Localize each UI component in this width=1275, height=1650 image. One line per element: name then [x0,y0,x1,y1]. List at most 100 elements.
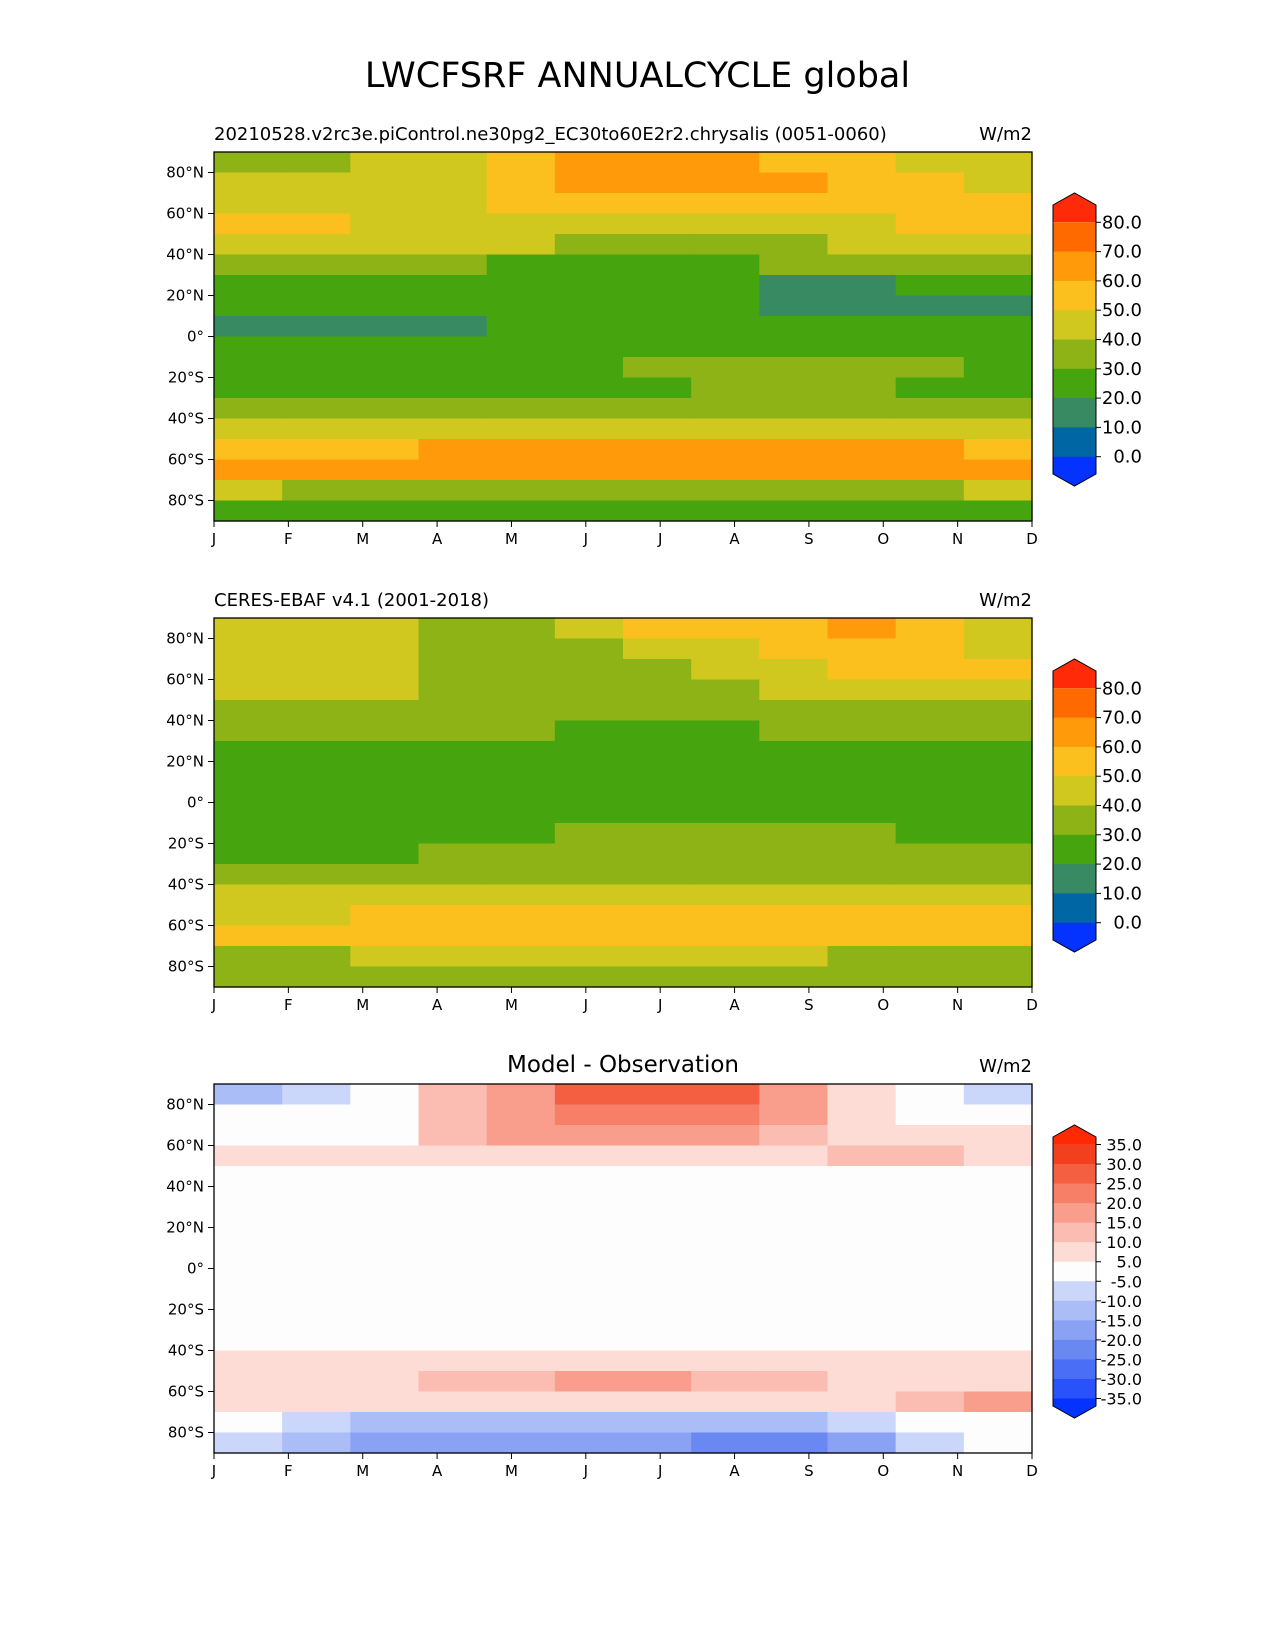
data-cell [350,966,420,988]
data-cell [895,925,965,947]
y-tick-label: 60°S [168,451,204,469]
data-cell [554,1166,624,1188]
data-cell [963,439,1033,461]
colorbar-segment [1053,1378,1096,1399]
data-cell [827,638,897,660]
data-cell [214,1330,283,1352]
colorbar-segment [1053,776,1096,806]
data-cell [895,500,965,522]
data-cell [691,905,760,927]
data-cell [827,172,897,194]
data-cell [623,1289,692,1311]
data-cell [282,377,351,399]
data-cell [282,823,351,845]
x-tick-label: N [952,530,963,548]
data-cell [759,193,829,215]
figure-title: LWCFSRF ANNUALCYCLE global [364,56,911,96]
data-cell [827,1145,897,1167]
data-cell [691,418,760,440]
data-cell [282,843,351,865]
panel-title: 20210528.v2rc3e.piControl.ne30pg2_EC30to… [214,124,887,145]
data-cell [418,638,488,660]
data-cell [486,1432,556,1454]
data-cell [691,618,760,640]
y-tick-label: 40°N [166,246,204,264]
data-cell [282,1084,351,1106]
data-cell [759,618,829,640]
data-cell [827,823,897,845]
data-cell [554,802,624,824]
data-cell [963,418,1033,440]
colorbar-outline [1052,192,1097,487]
data-cell [282,213,351,235]
data-cell [691,925,760,947]
data-cell [554,172,624,194]
data-cell [963,1125,1033,1147]
x-tick-label: A [729,530,740,548]
data-cell [895,193,965,215]
data-cell [350,1412,420,1434]
data-cell [895,1207,965,1229]
data-cell [418,884,488,906]
data-cell [350,1186,420,1208]
data-cell [486,1227,556,1249]
y-tick-label: 40°S [168,1342,204,1360]
colorbar-segment [1053,456,1096,486]
x-tick-label: S [804,996,814,1014]
x-tick-label: F [284,530,293,548]
data-cell [350,1104,420,1126]
colorbar-segment [1053,659,1096,689]
colorbar-tick-label: 20.0 [1106,1194,1142,1213]
x-tick-label: J [657,530,662,548]
data-cell [623,884,692,906]
data-cell [554,966,624,988]
data-cell [827,1391,897,1413]
data-cell [214,1104,283,1126]
data-cell [282,152,351,174]
data-cell [486,418,556,440]
data-cell [827,679,897,701]
data-cell [350,1125,420,1147]
data-cell [895,295,965,317]
data-cell [214,823,283,845]
data-cell [214,357,283,379]
data-cell [691,1125,760,1147]
data-cell [418,336,488,358]
colorbar-segment [1053,1300,1096,1321]
y-tick-label: 40°N [166,712,204,730]
data-cell [554,679,624,701]
data-cell [350,741,420,763]
data-cell [895,864,965,886]
data-cell [623,720,692,742]
data-cell [623,377,692,399]
data-cell [895,843,965,865]
data-cell [418,1350,488,1372]
panel-observation: CERES-EBAF v4.1 (2001-2018) W/m2 J F M A M J J A S… [166,590,1142,1014]
data-cell [554,946,624,968]
data-cell [214,172,283,194]
y-tick-label: 0° [187,328,204,346]
data-cell [759,1350,829,1372]
data-cell [418,152,488,174]
data-cell [418,1125,488,1147]
data-cell [691,1309,760,1331]
data-cell [418,418,488,440]
x-tick-label: J [583,530,588,548]
data-cell [895,1309,965,1331]
data-cell [691,1391,760,1413]
data-cell [691,679,760,701]
data-cell [963,254,1033,276]
data-cell [486,823,556,845]
y-tick-label: 0° [187,1260,204,1278]
data-cell [282,905,351,927]
data-cell [895,152,965,174]
data-cell [214,193,283,215]
x-tick-label: D [1026,530,1038,548]
data-cell [486,500,556,522]
data-cell [486,905,556,927]
data-cell [759,418,829,440]
data-cell [827,884,897,906]
data-cell [623,843,692,865]
data-cell [623,459,692,481]
